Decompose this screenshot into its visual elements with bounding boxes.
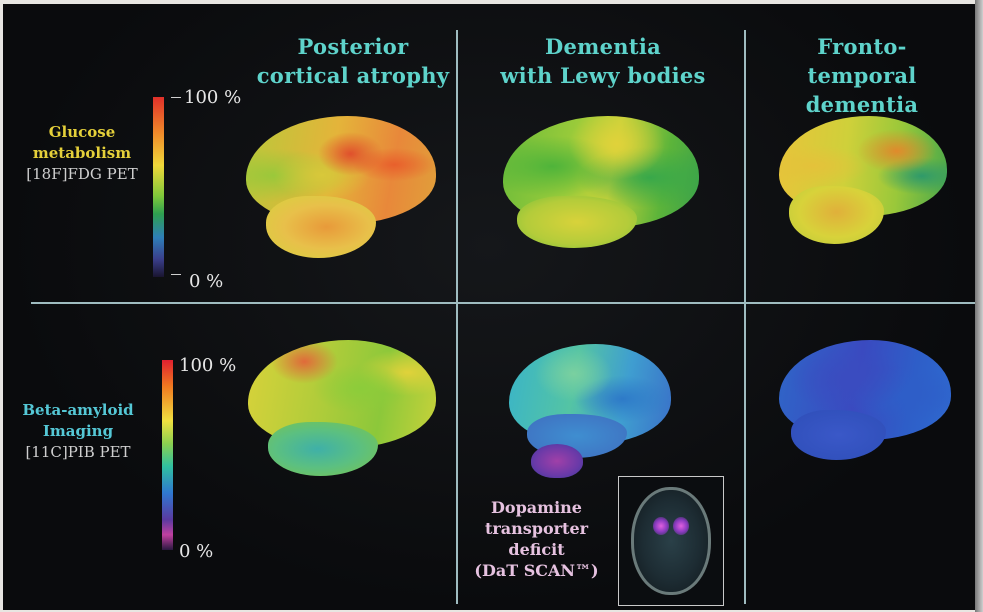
column-header-line: with Lewy bodies bbox=[500, 63, 706, 88]
scale-min-label: 0 % bbox=[189, 271, 224, 292]
brain-map-ftd-fdg bbox=[779, 116, 947, 246]
dat-scan-label-line: Dopamine bbox=[491, 498, 582, 517]
dat-scan-label-line: transporter bbox=[484, 519, 589, 538]
column-header-line: temporal dementia bbox=[805, 63, 919, 117]
brain-map-ftd-pib bbox=[779, 340, 951, 464]
row-divider bbox=[31, 302, 975, 304]
column-header-line: Fronto- bbox=[817, 34, 907, 59]
column-divider bbox=[744, 304, 746, 604]
dat-scan-label-line: deficit bbox=[508, 540, 565, 559]
column-header-frontotemporal-dementia: Fronto- temporal dementia bbox=[751, 32, 973, 119]
dat-scan-inset-image bbox=[618, 476, 724, 606]
brain-map-dlb-pib bbox=[509, 344, 671, 480]
figure-panel: Posterior cortical atrophy Dementia with… bbox=[3, 4, 975, 610]
column-header-dementia-lewy-bodies: Dementia with Lewy bodies bbox=[493, 32, 713, 90]
column-divider bbox=[744, 30, 746, 302]
row-label-line: Beta-amyloid bbox=[22, 401, 134, 419]
column-divider bbox=[456, 30, 458, 302]
scale-max-label: 100 % bbox=[179, 355, 237, 376]
color-scale-bar bbox=[153, 97, 164, 277]
scale-max-label: 100 % bbox=[184, 87, 242, 108]
brain-map-pca-fdg bbox=[246, 116, 436, 261]
column-header-line: Posterior bbox=[297, 34, 409, 59]
dat-scan-label-line: (DaT SCAN™) bbox=[474, 561, 599, 580]
axial-head-scan bbox=[631, 487, 711, 595]
page-edge bbox=[975, 0, 983, 612]
column-header-posterior-cortical-atrophy: Posterior cortical atrophy bbox=[253, 32, 453, 90]
column-header-line: cortical atrophy bbox=[256, 63, 450, 88]
scale-tick bbox=[171, 274, 181, 275]
row-label-method: [11C]PIB PET bbox=[25, 443, 131, 461]
row-label-glucose-metabolism: Glucose metabolism [18F]FDG PET bbox=[17, 122, 147, 185]
dat-scan-label: Dopamine transporter deficit (DaT SCAN™) bbox=[459, 497, 614, 581]
row-label-beta-amyloid: Beta-amyloid Imaging [11C]PIB PET bbox=[13, 400, 143, 463]
row-label-line: Glucose bbox=[48, 123, 116, 141]
row-label-method: [18F]FDG PET bbox=[26, 165, 138, 183]
scale-tick bbox=[171, 97, 181, 98]
column-divider bbox=[456, 304, 458, 604]
scale-min-label: 0 % bbox=[179, 541, 214, 562]
right-striatum bbox=[673, 517, 689, 535]
brain-map-dlb-fdg bbox=[503, 116, 699, 251]
row-label-line: metabolism bbox=[32, 144, 132, 162]
brain-map-pca-pib bbox=[248, 340, 436, 478]
column-header-line: Dementia bbox=[544, 34, 662, 59]
row-label-line: Imaging bbox=[42, 422, 114, 440]
color-scale-bar bbox=[162, 360, 173, 550]
left-striatum bbox=[653, 517, 669, 535]
